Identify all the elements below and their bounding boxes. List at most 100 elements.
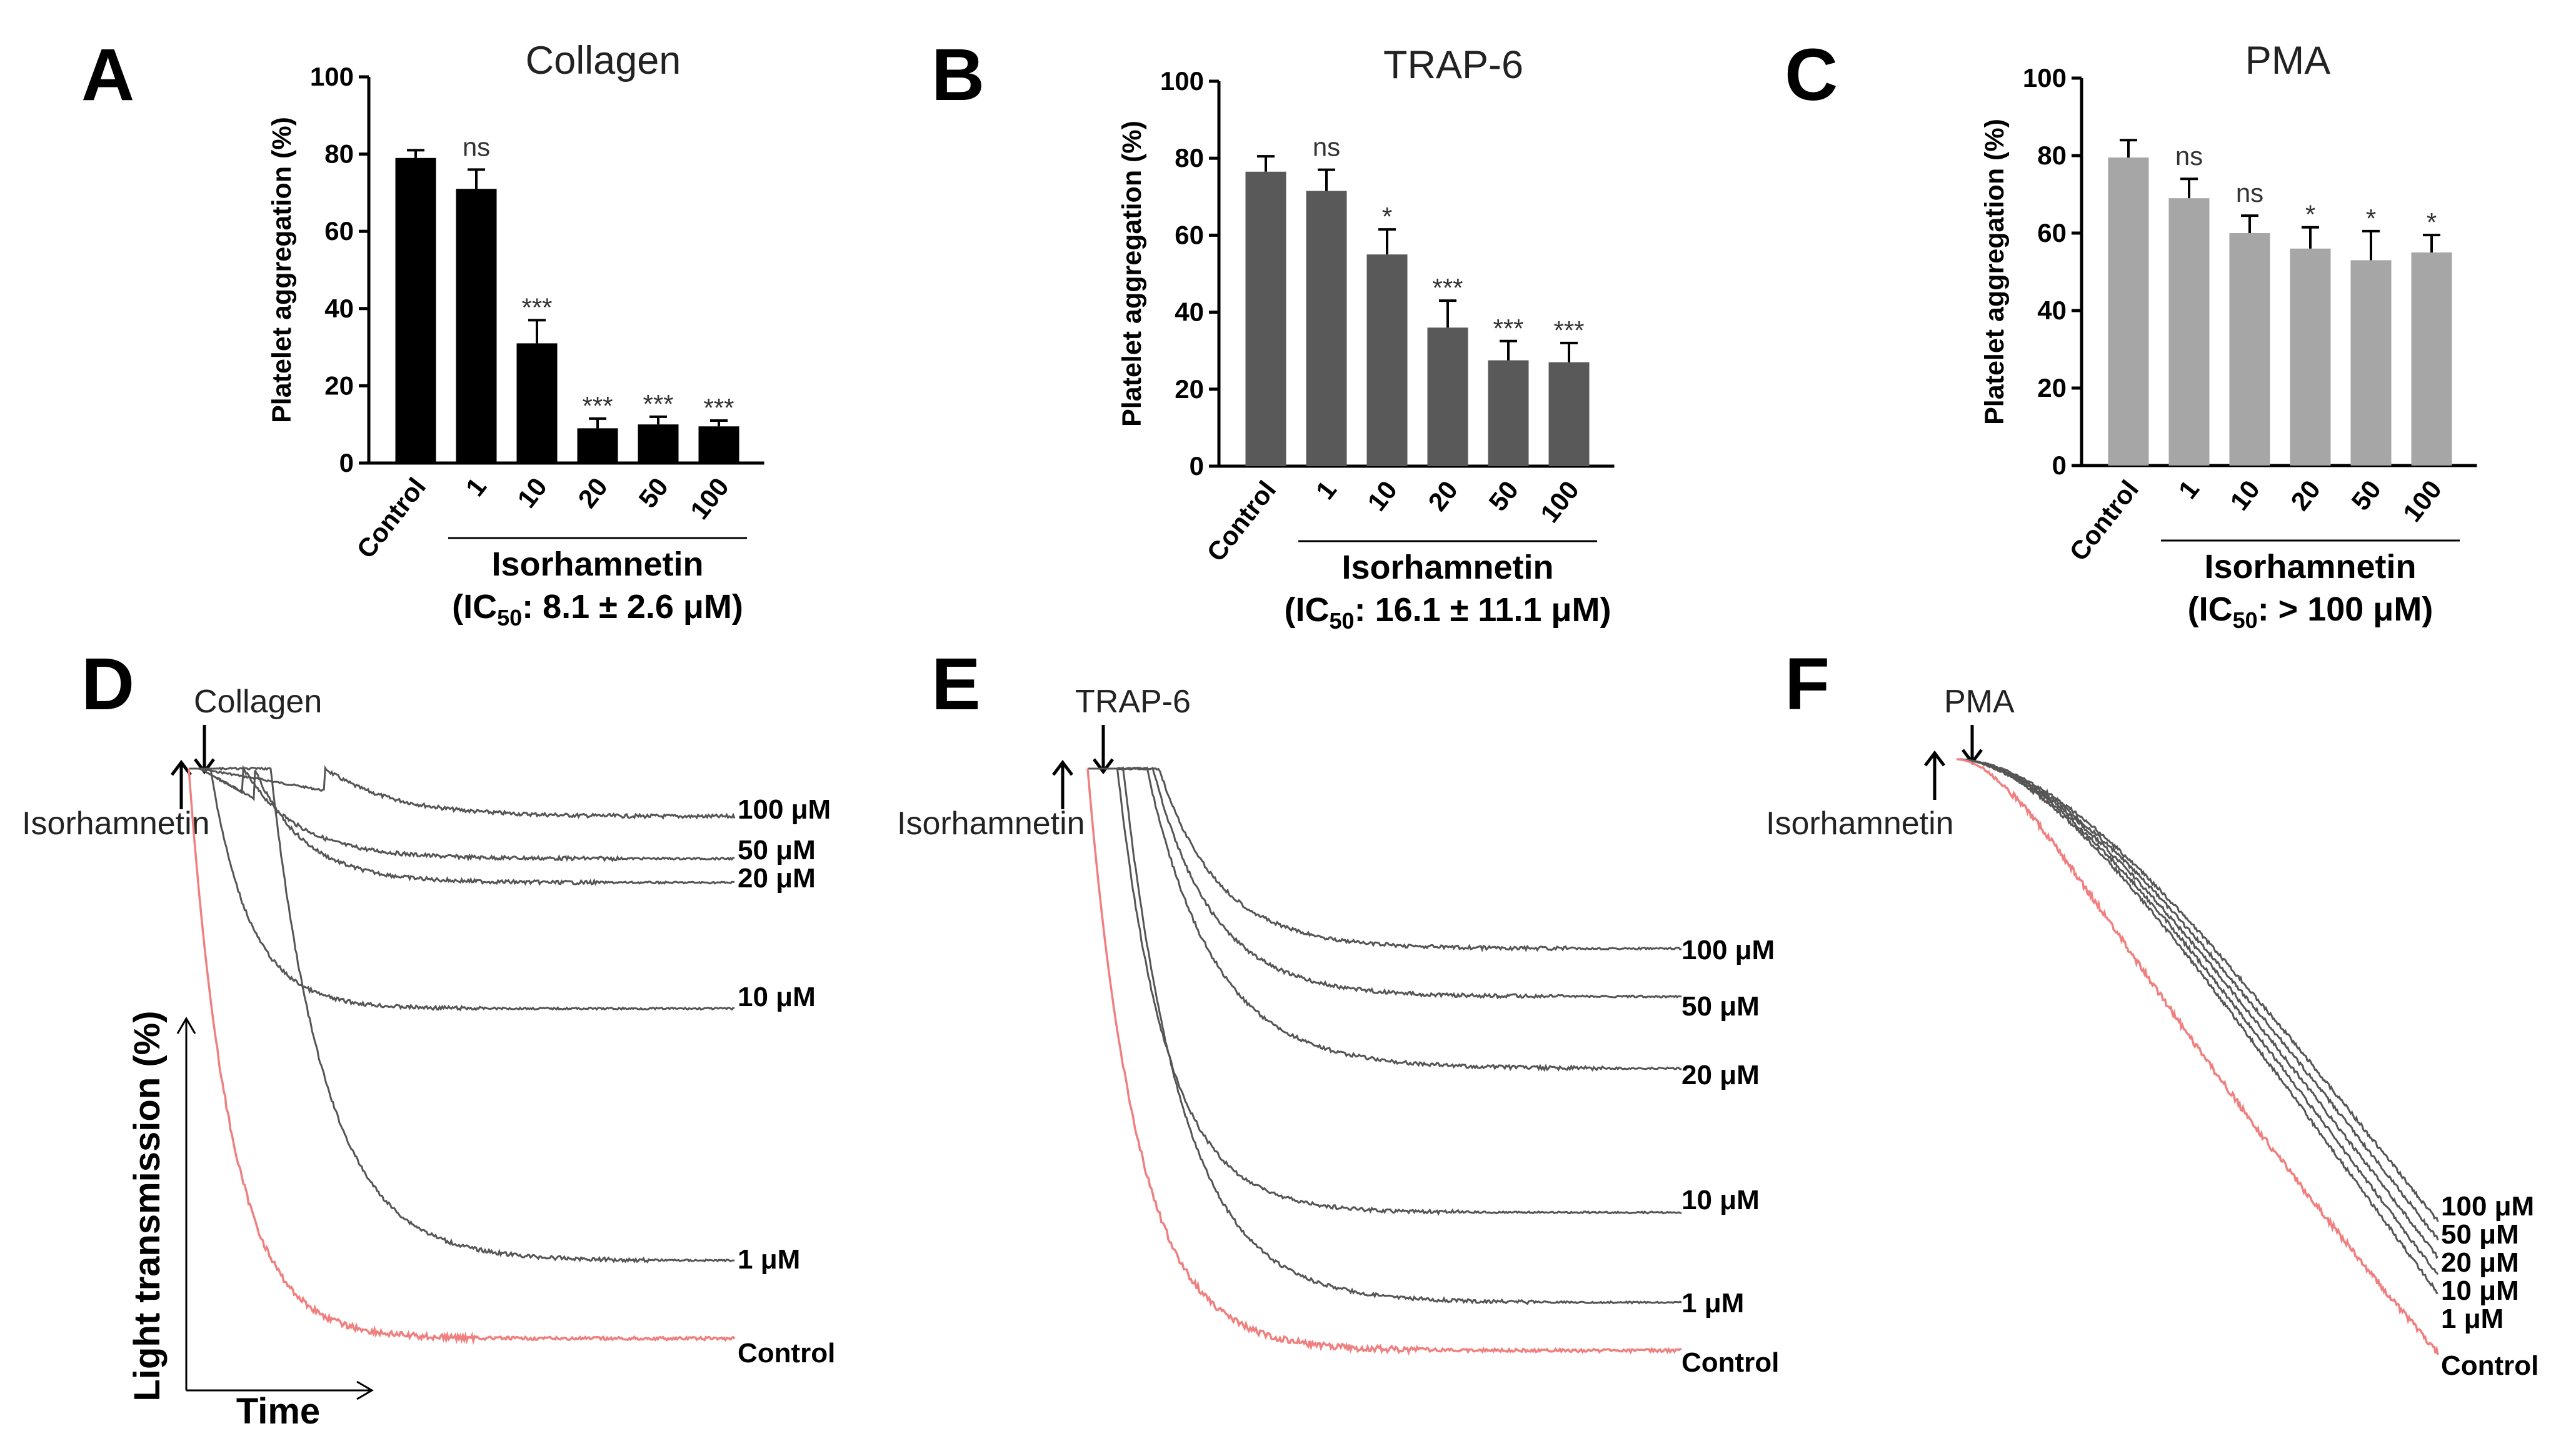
y-tick-label: 60 — [1175, 220, 1204, 249]
y-tick-label: 100 — [2023, 63, 2067, 92]
y-tick-label: 0 — [339, 448, 354, 477]
trace-label: Control — [738, 1338, 835, 1369]
concentration-trace — [1957, 758, 2439, 1240]
trace-label: 10 μM — [738, 982, 816, 1012]
agonist-label: TRAP-6 — [1075, 684, 1191, 720]
pretreatment-arrow-head — [1924, 750, 1945, 767]
panel-letter: D — [81, 643, 134, 725]
trace-label: Control — [1681, 1347, 1779, 1378]
x-tick-label: 10 — [2224, 475, 2265, 516]
bar — [2108, 157, 2149, 466]
x-axis-arrow-head — [356, 1380, 374, 1400]
concentration-trace — [189, 766, 735, 1264]
y-tick-label: 40 — [324, 294, 354, 323]
trace-label: 100 μM — [1681, 935, 1775, 965]
concentration-trace — [189, 767, 735, 886]
y-tick-label: 80 — [324, 139, 354, 169]
control-trace — [1086, 768, 1682, 1356]
bar — [1427, 327, 1468, 466]
pretreatment-label: Isorhamnetin — [897, 805, 1085, 842]
y-tick-label: 0 — [1190, 451, 1204, 481]
x-tick-label: Control — [351, 472, 431, 564]
pretreatment-label: Isorhamnetin — [1766, 805, 1954, 842]
bar — [2229, 233, 2270, 466]
trace-label: 1 μM — [738, 1244, 800, 1275]
y-axis-arrow-head — [176, 1017, 196, 1034]
trace-label: 50 μM — [1681, 991, 1760, 1022]
trace-label: 50 μM — [2441, 1219, 2519, 1250]
trace-label: 1 μM — [1681, 1288, 1744, 1319]
concentration-trace — [189, 767, 735, 1012]
control-trace — [1957, 758, 2439, 1355]
x-tick-label: 20 — [572, 472, 613, 514]
pretreatment-label: Isorhamnetin — [22, 805, 210, 842]
trace-label: 20 μM — [738, 863, 816, 894]
pretreatment-arrow-head — [1052, 759, 1073, 776]
significance-label: ns — [463, 132, 490, 161]
bar — [1366, 254, 1408, 466]
trace-label: 100 μM — [738, 794, 831, 825]
pretreatment-arrow-head — [171, 759, 192, 776]
concentration-trace — [1088, 767, 1682, 1072]
trace-label: Control — [2441, 1350, 2538, 1381]
panel-letter: E — [931, 643, 981, 725]
significance-label: *** — [1432, 273, 1463, 302]
bar — [698, 426, 739, 463]
x-tick-label: 1 — [1310, 476, 1342, 505]
y-tick-label: 60 — [2037, 218, 2067, 247]
group-label: Isorhamnetin — [2204, 548, 2416, 586]
trace-label: 50 μM — [738, 835, 816, 865]
ic50-label: (IC50: 8.1 ± 2.6 μM) — [452, 588, 743, 631]
concentration-trace — [1088, 766, 1682, 1305]
x-tick-label: Control — [2063, 475, 2144, 567]
x-tick-label: 1 — [460, 472, 492, 502]
significance-label: * — [2366, 204, 2376, 233]
trace-label: 10 μM — [1681, 1185, 1760, 1215]
bar — [577, 428, 618, 463]
y-axis-label: Platelet aggregation (%) — [1980, 119, 2010, 425]
y-tick-label: 60 — [324, 216, 354, 246]
chart-title: TRAP-6 — [1383, 43, 1523, 87]
y-tick-label: 20 — [2037, 373, 2067, 402]
agonist-label: Collagen — [194, 684, 322, 720]
concentration-trace — [189, 765, 736, 820]
chart-title: Collagen — [526, 39, 681, 82]
bar — [516, 343, 558, 463]
x-tick-label: 20 — [2285, 475, 2326, 516]
y-tick-label: 0 — [2052, 451, 2067, 480]
y-tick-label: 20 — [324, 371, 354, 400]
concentration-trace — [1957, 758, 2439, 1222]
x-tick-label: 50 — [2345, 475, 2387, 516]
significance-label: *** — [582, 391, 613, 421]
bar — [2350, 260, 2392, 466]
trace-panel-E: E TRAP-6 Isorhamnetin 100 μM 50 μM 20 μM 10 μM… — [897, 643, 1779, 1378]
concentration-trace — [1088, 766, 1682, 1000]
bar — [2168, 198, 2210, 466]
bar — [1245, 171, 1286, 466]
significance-label: ns — [1313, 132, 1340, 162]
trace-label: 100 μM — [2441, 1191, 2534, 1222]
significance-label: *** — [1493, 314, 1523, 343]
panel-letter: B — [931, 34, 985, 116]
x-tick-label: 100 — [2397, 475, 2447, 527]
significance-label: ns — [2175, 141, 2203, 171]
agonist-label: PMA — [1944, 684, 2015, 720]
trace-label: 20 μM — [2441, 1247, 2519, 1278]
x-tick-label: 10 — [511, 472, 553, 514]
y-tick-label: 20 — [1175, 374, 1204, 404]
panel-letter: F — [1785, 643, 1830, 725]
y-tick-label: 100 — [310, 62, 354, 91]
bar — [1548, 362, 1590, 466]
chart-title: PMA — [2245, 39, 2331, 82]
y-tick-label: 80 — [1175, 143, 1204, 172]
group-label: Isorhamnetin — [1341, 549, 1553, 586]
significance-label: * — [2305, 200, 2315, 229]
x-tick-label: 10 — [1361, 476, 1403, 517]
y-axis-label: Platelet aggregation (%) — [267, 117, 297, 423]
trace-label: 20 μM — [1681, 1060, 1760, 1090]
y-tick-label: 100 — [1160, 66, 1204, 96]
